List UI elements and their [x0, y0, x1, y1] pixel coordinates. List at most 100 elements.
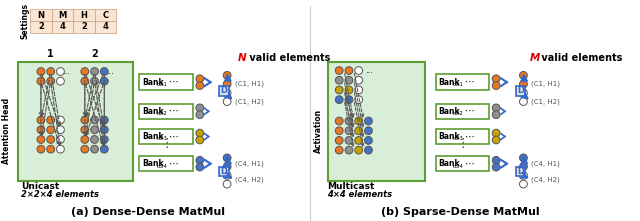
Text: 1: 1 [47, 49, 54, 59]
Text: (C4, H1): (C4, H1) [531, 160, 560, 167]
Text: (C1, H1): (C1, H1) [531, 81, 560, 87]
Circle shape [100, 126, 108, 134]
Circle shape [345, 127, 353, 135]
Circle shape [81, 77, 89, 85]
Bar [30, 9, 52, 21]
Text: col2: col2 [453, 111, 464, 116]
Bar [52, 9, 73, 21]
Circle shape [37, 77, 45, 85]
Circle shape [492, 163, 500, 171]
Circle shape [81, 68, 89, 75]
Bar [140, 129, 193, 144]
Text: Bank: Bank [142, 107, 164, 116]
Circle shape [196, 129, 204, 137]
Circle shape [100, 68, 108, 75]
Text: (C1, H1): (C1, H1) [235, 81, 264, 87]
Text: col3: col3 [157, 136, 168, 141]
Circle shape [520, 154, 527, 162]
Text: col1: col1 [157, 82, 168, 87]
Text: 2×2×4 elements: 2×2×4 elements [22, 190, 99, 199]
Text: Activation: Activation [314, 109, 323, 153]
Circle shape [37, 126, 45, 134]
Circle shape [335, 117, 343, 125]
Circle shape [47, 68, 54, 75]
Circle shape [56, 135, 65, 143]
Circle shape [81, 126, 89, 134]
Circle shape [91, 126, 99, 134]
Text: ⋯: ⋯ [465, 77, 475, 87]
Circle shape [335, 67, 343, 74]
Circle shape [365, 137, 372, 144]
Circle shape [223, 154, 231, 162]
Text: H: H [81, 11, 87, 20]
Text: D: D [517, 86, 524, 95]
Text: ...: ... [62, 67, 70, 76]
Circle shape [91, 145, 99, 153]
Circle shape [223, 80, 231, 88]
Circle shape [100, 116, 108, 124]
Circle shape [196, 156, 204, 164]
Circle shape [345, 76, 353, 84]
Text: (C1, H2): (C1, H2) [531, 98, 560, 105]
Bar [73, 9, 95, 21]
Circle shape [520, 72, 527, 79]
Circle shape [56, 126, 65, 134]
Text: ⋮: ⋮ [160, 137, 172, 150]
Text: ⋯: ⋯ [465, 131, 475, 141]
Text: 2: 2 [81, 22, 87, 31]
Text: ...: ... [365, 66, 373, 75]
Bar [436, 129, 490, 144]
Circle shape [335, 86, 343, 94]
Bar [140, 74, 193, 90]
Text: (C4, H1): (C4, H1) [235, 160, 264, 167]
Circle shape [223, 171, 231, 179]
Text: 4×4 elements: 4×4 elements [328, 190, 392, 199]
Circle shape [196, 82, 204, 90]
Circle shape [196, 163, 204, 171]
Text: Bank: Bank [438, 159, 460, 168]
Bar [52, 21, 73, 33]
Text: D: D [221, 167, 228, 176]
Text: D: D [221, 86, 228, 95]
Text: (b) Sparse-Dense MatMul: (b) Sparse-Dense MatMul [381, 207, 540, 217]
Bar [516, 167, 525, 176]
Bar [95, 9, 116, 21]
Circle shape [47, 135, 54, 143]
Circle shape [492, 156, 500, 164]
Text: (C4, H2): (C4, H2) [531, 176, 560, 183]
Text: ⋯: ⋯ [168, 159, 179, 169]
Bar [30, 21, 52, 33]
Circle shape [365, 127, 372, 135]
Circle shape [91, 135, 99, 143]
Text: M: M [531, 53, 541, 63]
Text: col4: col4 [157, 164, 168, 169]
Circle shape [345, 86, 353, 94]
Circle shape [91, 77, 99, 85]
Text: (C4, H2): (C4, H2) [235, 176, 264, 183]
Circle shape [47, 116, 54, 124]
Circle shape [520, 80, 527, 88]
Bar [95, 21, 116, 33]
Text: col2: col2 [157, 111, 168, 116]
Bar [516, 86, 525, 96]
Circle shape [223, 98, 231, 105]
Text: ⋯: ⋯ [168, 131, 179, 141]
Text: (C1, H2): (C1, H2) [235, 98, 264, 105]
Circle shape [520, 89, 527, 97]
Text: valid elements: valid elements [538, 53, 623, 63]
Bar [17, 62, 132, 181]
Circle shape [355, 96, 363, 103]
Circle shape [520, 98, 527, 105]
Circle shape [37, 145, 45, 153]
Text: N: N [238, 53, 246, 63]
Text: col3: col3 [453, 136, 464, 141]
Circle shape [196, 75, 204, 83]
Text: ⋯: ⋯ [465, 159, 475, 169]
Circle shape [520, 180, 527, 188]
Circle shape [37, 116, 45, 124]
Text: Bank: Bank [142, 132, 164, 141]
Text: ⋯: ⋯ [168, 106, 179, 116]
Text: Bank: Bank [438, 78, 460, 87]
Text: Settings: Settings [21, 3, 30, 39]
Circle shape [355, 117, 363, 125]
